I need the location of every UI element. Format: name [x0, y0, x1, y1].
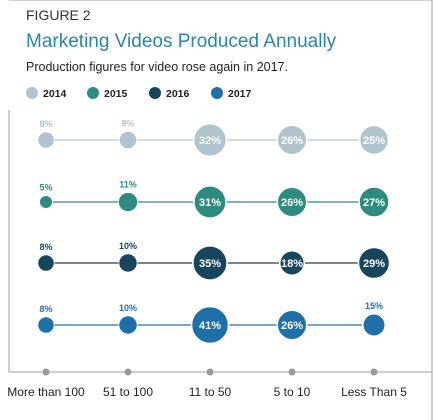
- series-row-2017: 8% 10% 41% 26% 15%: [37, 301, 386, 345]
- legend-label-2016: 2016: [166, 88, 190, 100]
- legend-label-2015: 2015: [104, 88, 128, 100]
- bubble-2015-2: [193, 185, 227, 219]
- data-label-2016-4: 29%: [363, 258, 385, 270]
- category-label-1: 51 to 100: [103, 385, 153, 399]
- series-row-2016: 8% 10% 35% 18% 29%: [37, 241, 391, 281]
- chart-frame: [8, 0, 433, 420]
- legend-swatch-2017: [211, 87, 223, 99]
- bubble-2015-3: [276, 186, 308, 218]
- category-label-2: 11 to 50: [189, 385, 232, 399]
- data-label-2015-0: 5%: [39, 183, 52, 193]
- data-label-2017-3: 26%: [281, 320, 303, 332]
- data-label-2016-0: 8%: [39, 242, 52, 252]
- bubble-2017-2: [190, 305, 230, 345]
- plot-area: 8% 9% 32% 26% 25% 5% 11% 31% 26% 27% 8% 10% 35% 18% 29…: [37, 118, 391, 345]
- data-label-2014-0: 8%: [39, 119, 52, 129]
- bubble-2017-4: [362, 313, 386, 337]
- category-label-0: More than 100: [7, 385, 85, 399]
- series-row-2014: 8% 9% 32% 26% 25%: [37, 118, 390, 158]
- data-label-2015-4: 27%: [363, 197, 385, 209]
- category-label-4: Less Than 5: [341, 385, 407, 399]
- chart-title: Marketing Videos Produced Annually: [26, 31, 337, 52]
- data-label-2017-1: 10%: [119, 303, 137, 313]
- axis-tick-dot-4: [370, 368, 378, 376]
- bubble-2016-2: [192, 245, 228, 281]
- data-label-2015-3: 26%: [281, 197, 303, 209]
- axis-tick-dot-0: [42, 368, 50, 376]
- data-label-2015-1: 11%: [119, 179, 137, 189]
- bubble-2014-1: [118, 130, 138, 150]
- bubble-2017-0: [37, 316, 55, 334]
- bubble-2015-4: [358, 186, 390, 218]
- category-label-3: 5 to 10: [274, 385, 311, 399]
- axis-tick-dot-2: [206, 368, 214, 376]
- bubble-2014-0: [37, 131, 55, 149]
- legend-label-2017: 2017: [228, 88, 252, 100]
- data-label-2014-2: 32%: [199, 135, 221, 147]
- legend-swatch-2015: [87, 87, 99, 99]
- data-label-2017-2: 41%: [199, 320, 221, 332]
- bubble-2014-2: [192, 122, 228, 158]
- data-label-2015-2: 31%: [199, 197, 221, 209]
- bubble-2016-3: [278, 249, 306, 277]
- bubble-2016-1: [118, 253, 138, 273]
- legend: 2014 2015 2016 2017: [26, 87, 252, 100]
- figure-label: FIGURE 2: [26, 7, 91, 23]
- bubble-2017-3: [276, 309, 308, 341]
- x-axis: More than 100 51 to 100 11 to 50 5 to 10 Les…: [7, 368, 407, 399]
- bubble-2016-4: [357, 246, 391, 280]
- data-label-2016-3: 18%: [281, 258, 303, 270]
- data-label-2014-1: 9%: [121, 118, 134, 128]
- data-label-2016-2: 35%: [199, 258, 221, 270]
- legend-swatch-2016: [149, 87, 161, 99]
- data-label-2016-1: 10%: [119, 241, 137, 251]
- data-label-2017-4: 15%: [365, 301, 383, 311]
- bubble-2015-1: [118, 192, 138, 212]
- series-row-2015: 5% 11% 31% 26% 27%: [39, 179, 390, 219]
- chart-subtitle: Production figures for video rose again …: [26, 60, 288, 74]
- legend-swatch-2014: [26, 87, 38, 99]
- axis-tick-dot-1: [124, 368, 132, 376]
- bubble-2016-0: [37, 254, 55, 272]
- data-label-2014-3: 26%: [281, 135, 303, 147]
- legend-label-2014: 2014: [43, 88, 67, 100]
- bubble-2014-3: [276, 124, 308, 156]
- bubble-2017-1: [118, 315, 138, 335]
- bubble-2015-0: [39, 195, 53, 209]
- data-label-2014-4: 25%: [363, 135, 385, 147]
- data-label-2017-0: 8%: [39, 304, 52, 314]
- bubble-2014-4: [358, 124, 390, 156]
- axis-tick-dot-3: [288, 368, 296, 376]
